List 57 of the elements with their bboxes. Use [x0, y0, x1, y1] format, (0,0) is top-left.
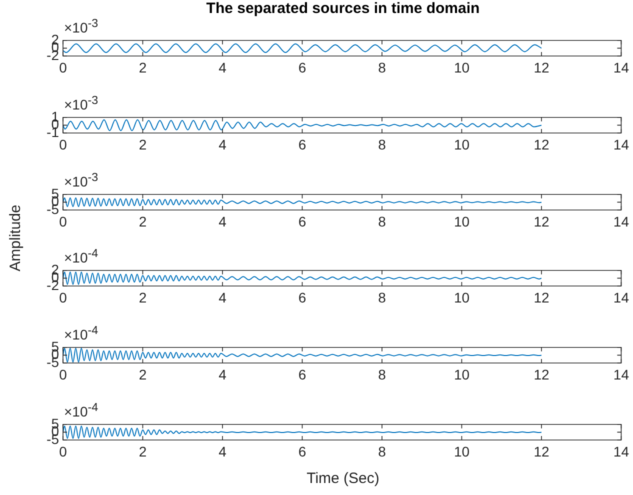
line-series [63, 348, 542, 363]
x-tick-label: 6 [298, 366, 306, 382]
x-tick-label: 10 [454, 59, 470, 76]
line-series [63, 43, 542, 53]
x-tick-label: 6 [298, 59, 306, 76]
text: ×10$^{-4}$ [64, 400, 98, 420]
x-tick-label: 12 [534, 290, 550, 306]
x-tick-label: 10 [454, 443, 470, 460]
x-tick-label: 12 [534, 59, 550, 76]
x-tick-label: 4 [218, 59, 227, 76]
x-tick-label: 4 [218, 212, 227, 229]
x-tick-label: 10 [454, 290, 470, 306]
x-tick-label: 8 [378, 212, 386, 229]
x-tick-label: 12 [534, 136, 550, 152]
text: ×10$^{-4}$ [64, 323, 98, 343]
x-tick-label: 14 [613, 212, 630, 229]
x-tick-label: 4 [218, 290, 227, 306]
x-tick-label: 4 [218, 443, 227, 460]
x-tick-label: 6 [298, 443, 306, 460]
line-series [63, 425, 542, 439]
line-series [63, 119, 542, 131]
text: ×10$^{-3}$ [64, 92, 98, 112]
y-axis-title: Amplitude [7, 204, 25, 271]
x-tick-label: 4 [218, 136, 227, 152]
text: ×10$^{-3}$ [64, 170, 98, 190]
x-tick-label: 12 [534, 443, 550, 460]
x-tick-label: 12 [534, 366, 550, 382]
x-tick-label: 10 [454, 136, 470, 152]
line-series [63, 272, 542, 286]
text: ×10$^{-4}$ [64, 246, 98, 266]
x-tick-label: 10 [454, 366, 470, 382]
x-tick-label: 6 [298, 290, 306, 306]
x-tick-label: 8 [378, 59, 386, 76]
x-tick-label: 14 [613, 443, 630, 460]
x-tick-label: 14 [613, 366, 630, 382]
x-tick-label: 6 [298, 136, 306, 152]
x-tick-label: 12 [534, 212, 550, 229]
x-tick-label: 8 [378, 443, 386, 460]
x-tick-label: 8 [378, 290, 386, 306]
x-tick-label: 2 [138, 59, 147, 76]
x-tick-label: 2 [138, 443, 147, 460]
x-tick-label: 14 [613, 59, 630, 76]
text: ×10$^{-3}$ [64, 16, 98, 36]
x-tick-label: 4 [218, 366, 227, 382]
x-tick-label: 2 [138, 212, 147, 229]
x-tick-label: 14 [613, 136, 630, 152]
x-tick-label: 10 [454, 212, 470, 229]
x-tick-label: 8 [378, 366, 386, 382]
x-tick-label: 14 [613, 290, 630, 306]
x-tick-label: 2 [138, 290, 147, 306]
x-tick-label: 2 [138, 136, 147, 152]
x-tick-label: 2 [138, 366, 147, 382]
line-series [63, 196, 542, 207]
chart-title: The separated sources in time domain [205, 0, 481, 18]
x-tick-label: 6 [298, 212, 306, 229]
x-tick-label: 8 [378, 136, 386, 152]
x-axis-title: Time (Sec) [306, 470, 380, 488]
